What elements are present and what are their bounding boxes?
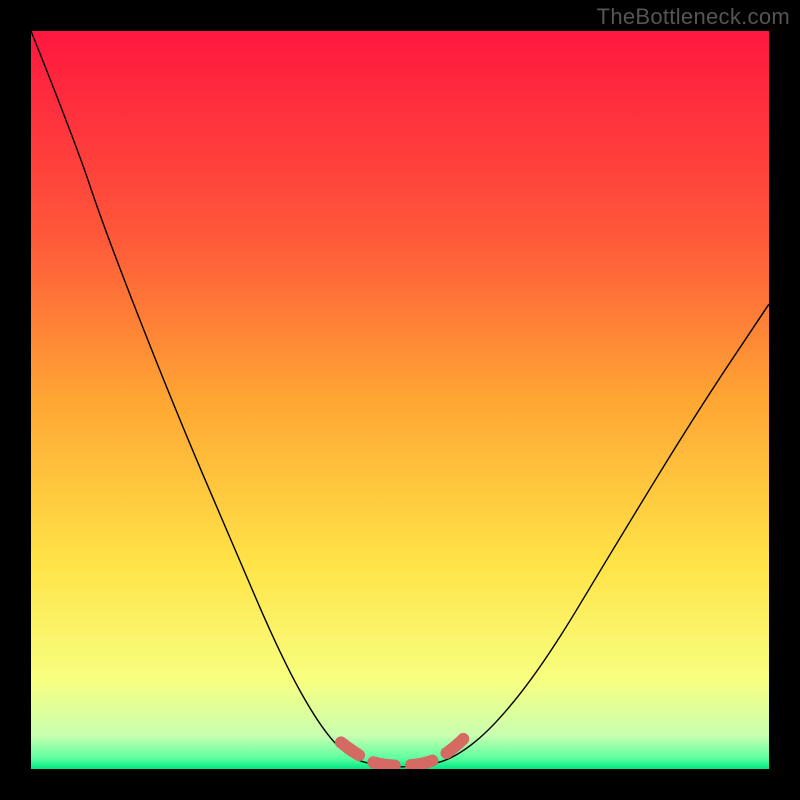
watermark-text: TheBottleneck.com xyxy=(597,4,790,30)
plot-background-gradient xyxy=(31,31,769,769)
bottleneck-chart xyxy=(0,0,800,800)
chart-stage: TheBottleneck.com xyxy=(0,0,800,800)
